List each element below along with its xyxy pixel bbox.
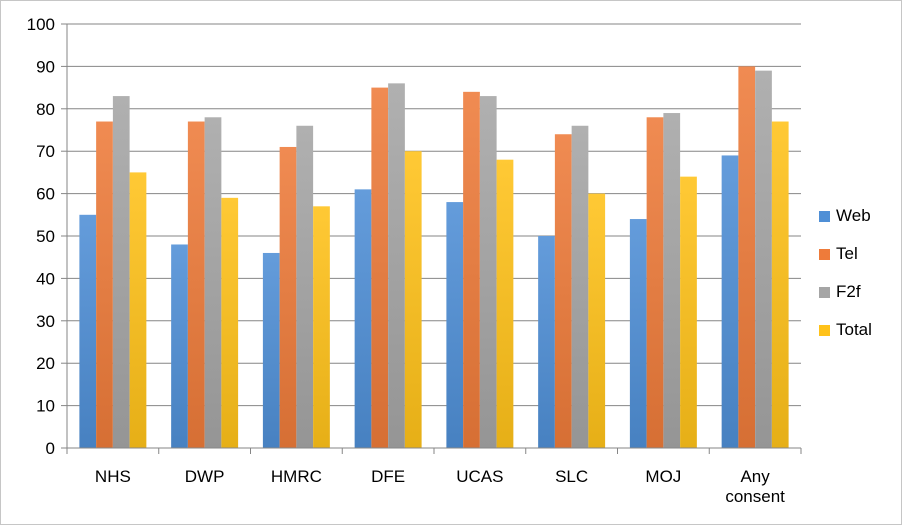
y-tick-label: 60 [36, 185, 55, 204]
x-tick-label: Any consent [725, 467, 785, 506]
legend-swatch-web [819, 210, 830, 222]
y-tick-label: 70 [36, 142, 55, 161]
bar-tel-any-consent [738, 66, 756, 449]
bar-f2f-hmrc [296, 125, 314, 448]
legend-item-tel: Tel [819, 235, 872, 273]
bar-web-any-consent [721, 155, 739, 448]
bar-web-moj [629, 219, 647, 448]
bar-total-ucas [496, 159, 514, 448]
bar-total-slc [588, 193, 606, 448]
legend-label-web: Web [836, 206, 871, 225]
bar-tel-hmrc [279, 146, 297, 448]
legend-swatch-f2f [819, 286, 830, 298]
bar-web-slc [538, 236, 555, 448]
legend-item-f2f: F2f [819, 273, 872, 311]
y-tick-label: 100 [27, 15, 55, 34]
y-tick-label: 10 [36, 397, 55, 416]
x-tick-label: HMRC [271, 467, 322, 486]
bar-tel-dwp [187, 121, 205, 449]
y-tick-label: 30 [36, 312, 55, 331]
y-tick-label: 90 [36, 57, 55, 76]
y-tick-label: 50 [36, 227, 55, 246]
legend-swatch-total [819, 324, 830, 336]
bar-tel-dfe [371, 87, 389, 448]
bars [79, 66, 789, 449]
x-tick-label: DFE [371, 467, 405, 486]
legend-item-web: Web [819, 197, 872, 235]
y-tick-labels: 0 10 20 30 40 50 60 70 80 90 100 [27, 15, 55, 458]
axes [61, 23, 802, 454]
y-tick-label: 80 [36, 100, 55, 119]
bar-f2f-dwp [204, 117, 222, 448]
bar-total-moj [680, 176, 697, 448]
bar-tel-moj [646, 117, 664, 448]
legend: Web Tel F2f Total [819, 197, 872, 349]
y-tick-label: 40 [36, 269, 55, 288]
y-tick-label: 20 [36, 354, 55, 373]
bar-web-dwp [171, 244, 188, 448]
bar-tel-nhs [96, 121, 113, 449]
x-tick-label: MOJ [645, 467, 681, 486]
bar-f2f-dfe [388, 83, 405, 449]
bar-tel-ucas [463, 91, 480, 448]
bar-web-nhs [79, 214, 97, 448]
bar-f2f-nhs [112, 96, 130, 448]
bar-web-dfe [354, 189, 372, 449]
legend-label-total: Total [836, 320, 872, 339]
bar-f2f-slc [571, 125, 589, 448]
bar-total-any-consent [771, 121, 789, 449]
x-tick-label: DWP [185, 467, 225, 486]
legend-item-total: Total [819, 311, 872, 349]
bar-total-hmrc [313, 206, 330, 448]
bar-web-hmrc [262, 252, 280, 448]
y-tick-label: 0 [46, 439, 55, 458]
bar-total-dwp [221, 197, 239, 448]
bar-f2f-any-consent [755, 70, 772, 448]
legend-swatch-tel [819, 248, 830, 260]
x-tick-label: UCAS [456, 467, 503, 486]
bar-total-nhs [129, 172, 147, 448]
bar-f2f-moj [663, 113, 681, 448]
bar-total-dfe [404, 151, 422, 448]
bar-web-ucas [446, 202, 464, 448]
legend-label-f2f: F2f [836, 282, 861, 301]
bar-tel-slc [554, 134, 572, 449]
legend-label-tel: Tel [836, 244, 858, 263]
x-tick-labels: NHS DWP HMRC DFE UCAS SLC MOJ Any consent [95, 467, 785, 506]
x-tick-label: NHS [95, 467, 131, 486]
bar-f2f-ucas [479, 96, 497, 448]
x-tick-label: SLC [555, 467, 588, 486]
